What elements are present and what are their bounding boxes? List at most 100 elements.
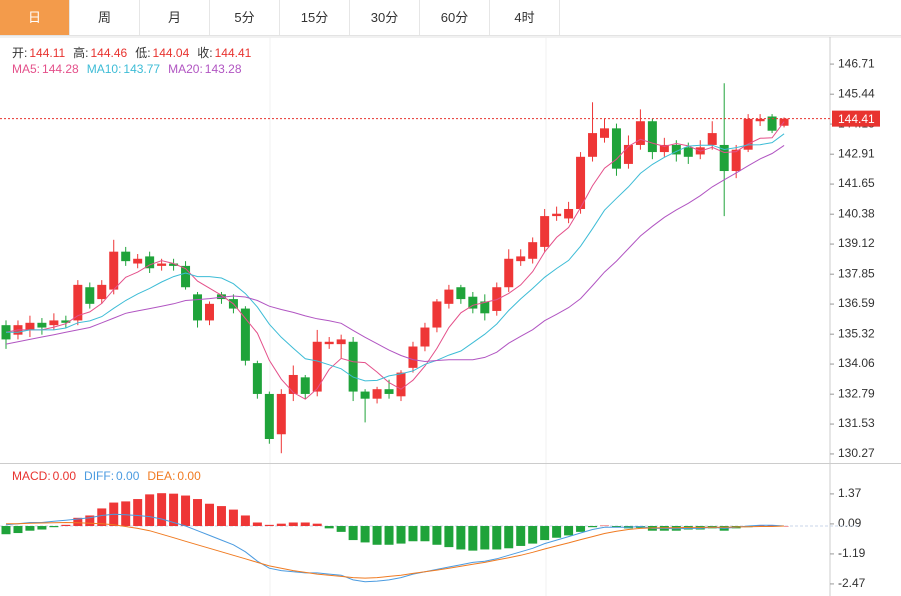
candle-body [312, 341, 322, 392]
legend-name: DEA: [147, 469, 176, 483]
series-line [6, 521, 785, 579]
macd-bar [276, 523, 286, 527]
quote-label: 开: [12, 46, 28, 60]
tab[interactable]: 月 [140, 0, 210, 35]
legend-value: 144.28 [42, 62, 79, 76]
y-tick-label: 146.71 [838, 56, 875, 70]
legend-name: MACD: [12, 469, 51, 483]
ma-legend: MA5: 144.28 MA10: 143.77 MA20: 143.28 [12, 62, 250, 76]
candle-body [588, 133, 598, 157]
last-price-label: 144.41 [838, 112, 875, 126]
macd-bar [228, 509, 238, 527]
legend-name: MA20: [168, 62, 203, 76]
macd-bar [97, 508, 107, 527]
y-tick-label: 139.12 [838, 236, 875, 250]
macd-bar [324, 526, 334, 529]
macd-bar [372, 526, 382, 545]
macd-bar [360, 526, 370, 543]
candle-body [61, 320, 71, 323]
macd-bar [528, 526, 538, 544]
candle-body [300, 377, 310, 394]
candle-body [623, 144, 633, 164]
macd-legend: MACD: 0.00 DIFF: 0.00 DEA: 0.00 [12, 469, 209, 483]
macd-bar [564, 526, 574, 536]
candle-body [348, 341, 358, 392]
candle-body [49, 320, 59, 326]
candle-body [360, 391, 370, 399]
candle-body [288, 374, 298, 394]
candle-body [204, 303, 214, 321]
tab[interactable]: 4时 [490, 0, 560, 35]
macd-bar [252, 522, 262, 527]
candle-body [97, 284, 107, 300]
candle-body [37, 322, 47, 328]
y-tick-label: 131.53 [838, 416, 875, 430]
macd-bar [336, 526, 346, 532]
y-tick-label: -2.47 [838, 576, 866, 590]
legend-value: 0.00 [177, 469, 201, 483]
candle-body [109, 251, 119, 290]
last-price-box [832, 110, 880, 127]
candle-body [552, 213, 562, 217]
candle-body [576, 156, 586, 209]
macd-bar [37, 526, 47, 530]
y-tick-label: 135.32 [838, 326, 875, 340]
quote-label: 收: [197, 46, 213, 60]
candle-body [408, 346, 418, 368]
series-line [6, 133, 785, 382]
candle-body [516, 256, 526, 262]
candle-body [157, 263, 167, 266]
candle-body [264, 393, 274, 439]
candle-body [133, 258, 143, 264]
macd-bar [588, 526, 598, 528]
macd-bar [133, 499, 143, 527]
tab[interactable]: 周 [70, 0, 140, 35]
macd-bar [611, 526, 621, 528]
legend-name: DIFF: [84, 469, 115, 483]
candle-body [707, 133, 717, 145]
macd-bar [456, 526, 466, 550]
candle-body [240, 308, 250, 361]
y-tick-label: 140.38 [838, 206, 875, 220]
macd-bar [85, 515, 95, 527]
macd-bar [240, 515, 250, 527]
y-tick-label: 130.27 [838, 446, 875, 460]
macd-bar [492, 526, 502, 550]
candle-body [540, 216, 550, 247]
macd-bar [169, 493, 179, 527]
series-line [5, 121, 785, 400]
candle-body [456, 287, 466, 300]
macd-bar [25, 526, 35, 531]
macd-bar [408, 526, 418, 542]
period-tabs: 日 周 月 5分 15分 30分 60分 4时 [0, 0, 901, 36]
tab[interactable]: 60分 [420, 0, 490, 35]
macd-bar [13, 526, 23, 534]
macd-bar [384, 526, 394, 545]
candle-body [169, 263, 179, 266]
candle-body [600, 128, 609, 138]
legend-value: 0.00 [52, 469, 77, 483]
candle-body [432, 301, 442, 328]
tab[interactable]: 15分 [280, 0, 350, 35]
legend-value: 143.77 [123, 62, 161, 76]
y-tick-label: 1.37 [838, 486, 862, 500]
tab[interactable]: 30分 [350, 0, 420, 35]
macd-bar [396, 526, 406, 544]
macd-bar [181, 495, 191, 527]
macd-bar [552, 526, 562, 538]
macd-bar [540, 526, 550, 541]
candle-body [480, 301, 490, 314]
macd-bar [468, 526, 478, 551]
macd-bar [300, 522, 310, 527]
tab[interactable]: 日 [0, 0, 70, 35]
macd-bar [204, 503, 214, 527]
candle-body [528, 242, 538, 259]
macd-bar [157, 493, 167, 527]
macd-bar [480, 526, 490, 550]
y-tick-label: 141.65 [838, 176, 875, 190]
candle-body [504, 258, 514, 288]
candle-body [564, 208, 574, 219]
candle-body [755, 118, 765, 122]
tab[interactable]: 5分 [210, 0, 280, 35]
candle-body [444, 289, 454, 304]
